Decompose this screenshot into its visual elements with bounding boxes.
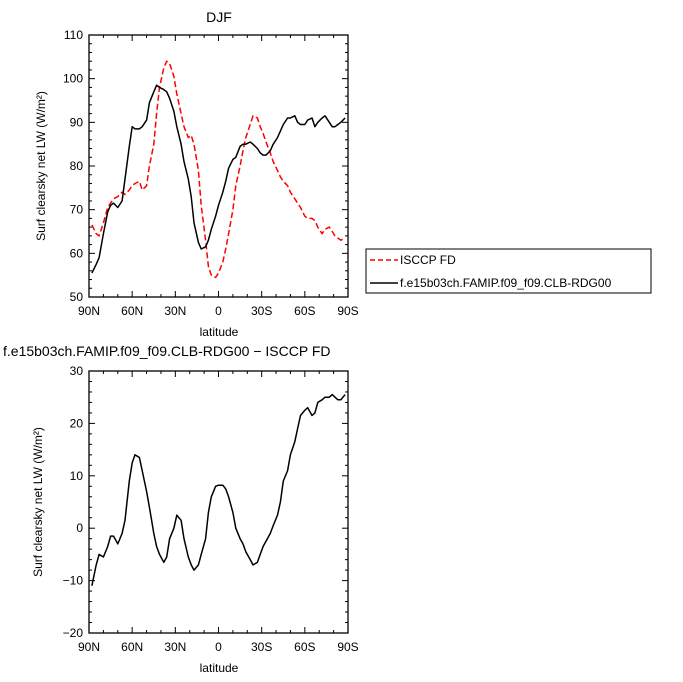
top-chart-x-tick-label: 0 [215, 304, 222, 318]
bottom-chart-x-tick-label: 30S [251, 640, 272, 654]
top-chart-y-tick-label: 50 [70, 290, 84, 304]
bottom-chart-y-tick-label: 0 [76, 521, 83, 535]
top-chart-x-tick-label: 30N [164, 304, 186, 318]
bottom-chart-x-tick-label: 90S [337, 640, 358, 654]
bottom-chart-y-tick-label: 20 [70, 416, 84, 430]
legend-label-model: f.e15b03ch.FAMIP.f09_f09.CLB-RDG00 [400, 276, 612, 290]
bottom-chart-y-tick-label: 30 [70, 364, 84, 378]
top-chart-x-tick-label: 90S [337, 304, 358, 318]
bottom-chart-axis-ticks: −20 −10 0 10 20 30 90N 60N 30N 0 30S 60S 90S [63, 364, 359, 654]
bottom-chart-plot-frame [88, 370, 349, 634]
top-chart-x-tick-label: 90N [78, 304, 100, 318]
top-chart-y-tick-label: 80 [70, 159, 84, 173]
top-chart-y-axis-label: Surf clearsky net LW (W/m²) [34, 91, 48, 241]
bottom-chart-y-tick-label: −20 [63, 626, 84, 640]
top-chart-y-tick-label: 90 [70, 115, 84, 129]
top-chart-y-tick-label: 70 [70, 203, 84, 217]
top-chart-series-line-1 [91, 84, 346, 274]
top-chart-legend: ISCCP FD f.e15b03ch.FAMIP.f09_f09.CLB-RD… [365, 248, 652, 294]
bottom-chart-x-tick-label: 60N [121, 640, 143, 654]
top-chart-series-line-0 [91, 60, 346, 279]
top-chart-x-tick-label: 30S [251, 304, 272, 318]
top-chart-plot-frame [88, 34, 349, 298]
top-chart-x-tick-label: 60S [294, 304, 315, 318]
bottom-chart-y-tick-label: −10 [63, 574, 84, 588]
top-chart-x-axis-label: latitude [200, 325, 239, 339]
bottom-chart-x-axis-label: latitude [200, 661, 239, 675]
top-chart-y-tick-label: 60 [70, 246, 84, 260]
bottom-chart-x-tick-label: 60S [294, 640, 315, 654]
bottom-chart-x-tick-label: 90N [78, 640, 100, 654]
top-line-chart: DJF Surf clearsky net LW (W/m²) latitude… [34, 9, 359, 339]
top-chart-y-tick-label: 100 [63, 72, 83, 86]
bottom-chart-series-line-0 [91, 393, 346, 586]
top-chart-series [91, 60, 346, 279]
legend-frame [365, 248, 652, 294]
top-chart-x-tick-label: 60N [121, 304, 143, 318]
bottom-line-chart: f.e15b03ch.FAMIP.f09_f09.CLB-RDG00 − ISC… [3, 343, 359, 675]
bottom-chart-series [91, 393, 346, 586]
bottom-chart-x-tick-label: 30N [164, 640, 186, 654]
bottom-chart-y-axis-label: Surf clearsky net LW (W/m²) [31, 427, 45, 577]
top-chart-title: DJF [206, 9, 232, 25]
bottom-chart-x-tick-label: 0 [215, 640, 222, 654]
legend-label-isccp: ISCCP FD [400, 253, 456, 267]
bottom-chart-title: f.e15b03ch.FAMIP.f09_f09.CLB-RDG00 − ISC… [3, 343, 330, 359]
bottom-chart-y-tick-label: 10 [70, 469, 84, 483]
top-chart-y-tick-label: 110 [64, 28, 83, 42]
